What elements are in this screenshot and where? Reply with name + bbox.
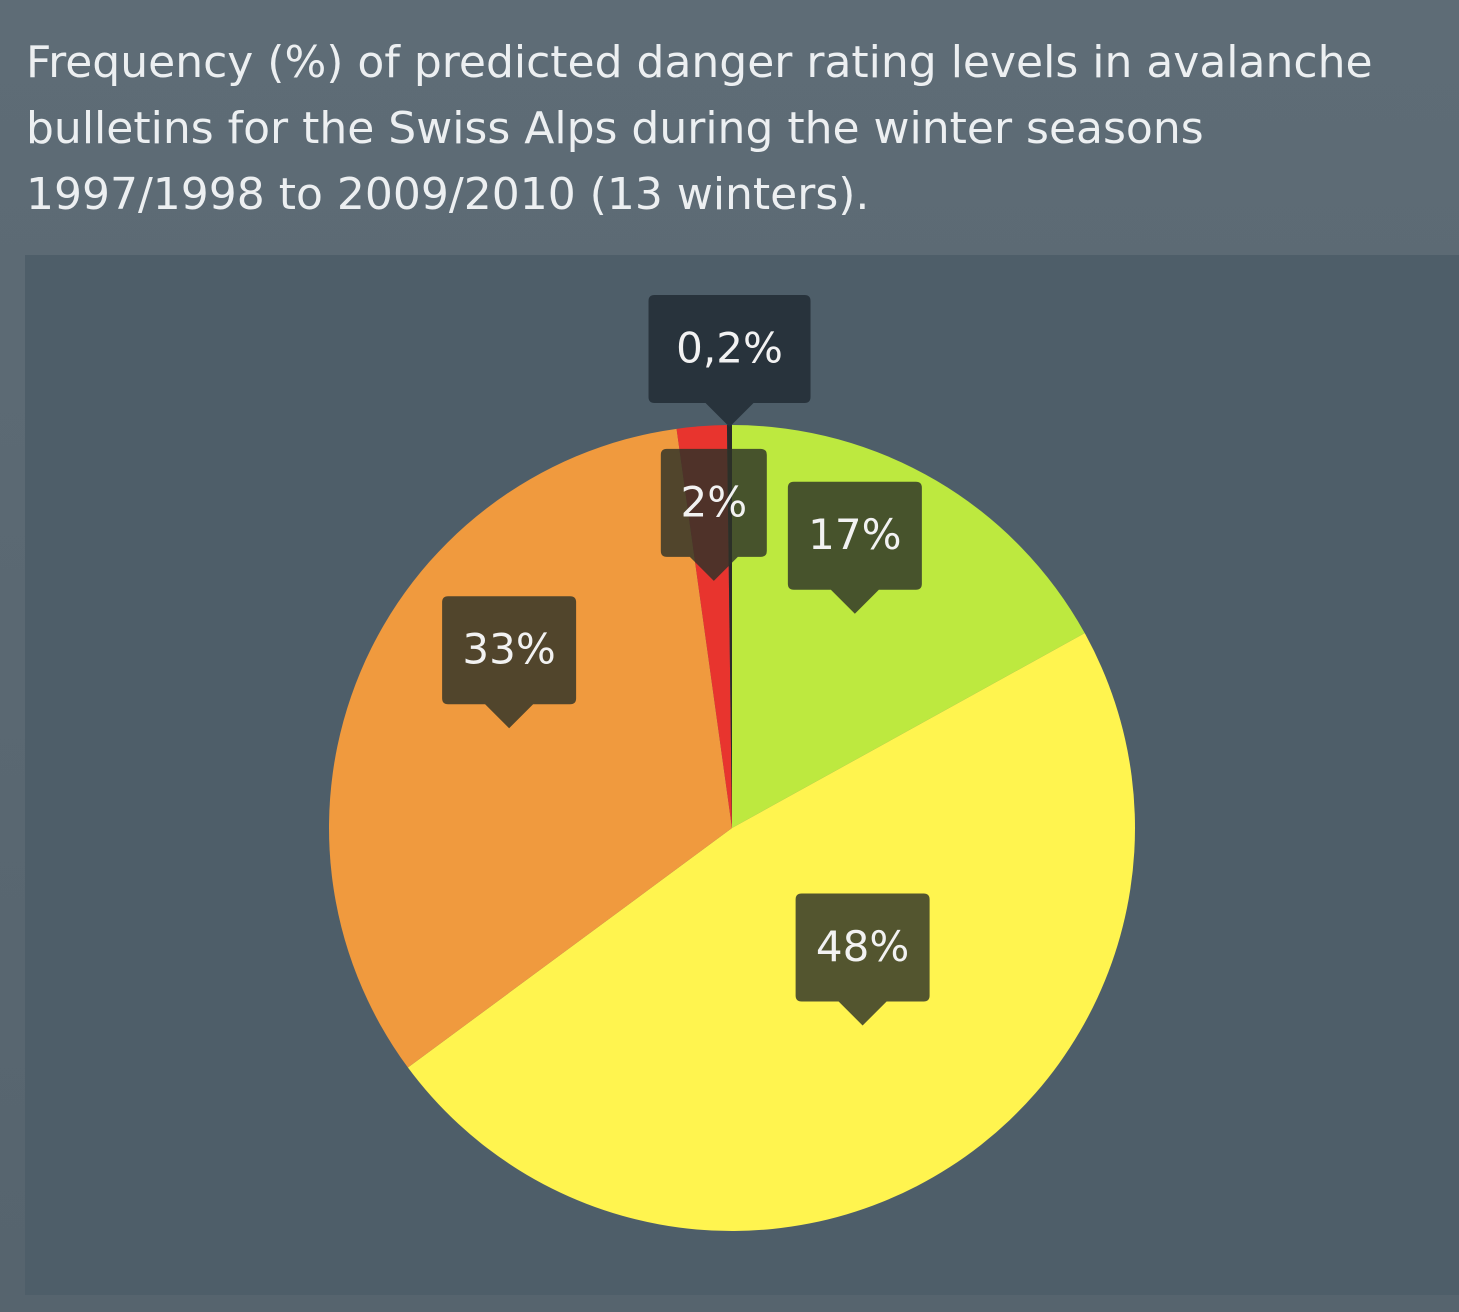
pie-slice	[328, 428, 732, 1068]
data-label: 33%	[462, 625, 555, 674]
callout-box	[795, 893, 930, 1026]
callout-box	[660, 448, 767, 581]
data-label-callout: 17%	[787, 481, 922, 614]
data-label: 0,2%	[676, 324, 783, 373]
callout-box	[787, 481, 922, 614]
pie-slice	[407, 633, 1135, 1232]
data-label-callout: 33%	[442, 596, 577, 729]
callout-box	[442, 596, 577, 729]
callout-box	[648, 295, 811, 428]
data-label-callout: 48%	[795, 893, 930, 1026]
data-label-callout: 0,2%	[648, 295, 811, 428]
data-label-callout: 2%	[660, 448, 767, 581]
data-label: 2%	[681, 477, 748, 526]
chart-title: Frequency (%) of predicted danger rating…	[26, 37, 1373, 220]
data-label: 17%	[808, 510, 901, 559]
data-label: 48%	[816, 922, 909, 971]
